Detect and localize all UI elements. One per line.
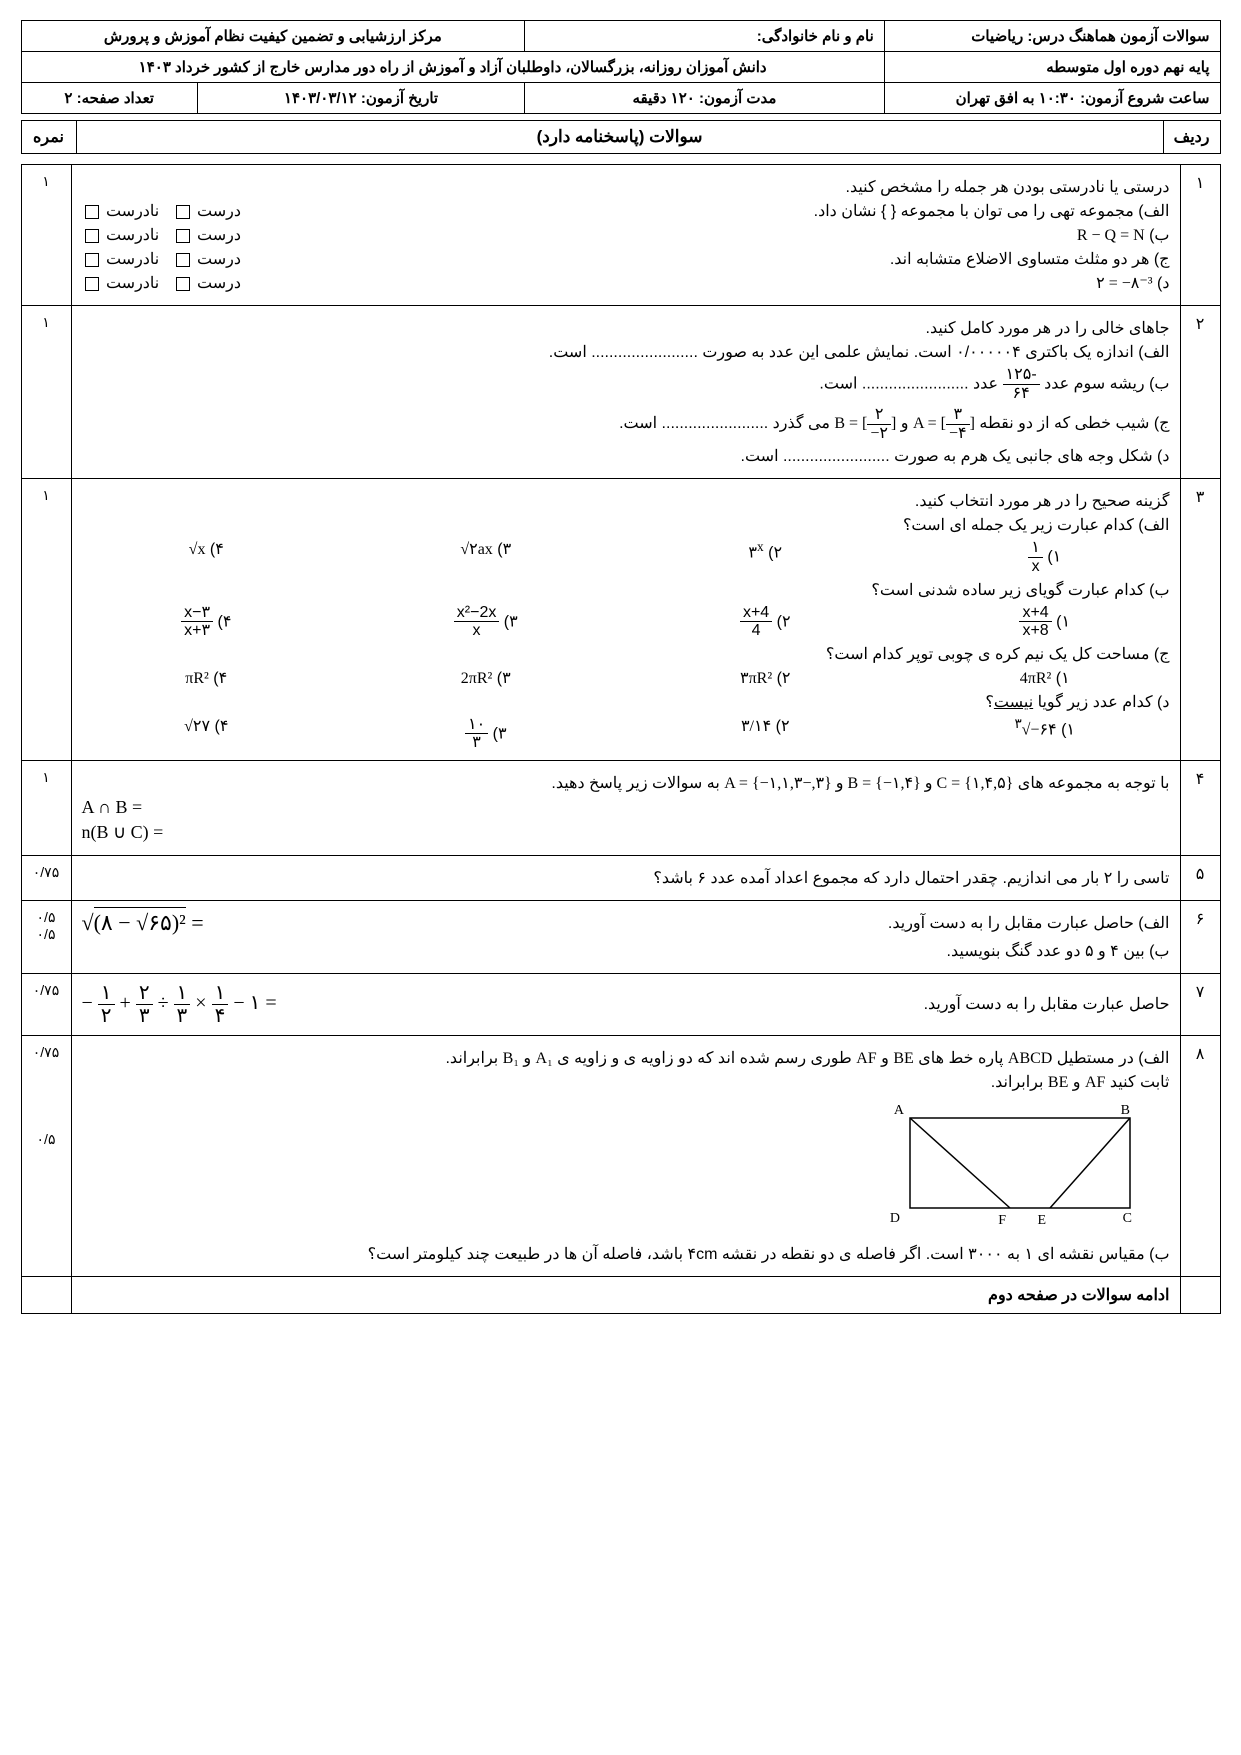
q8-b: ب) مقیاس نقشه ای ۱ به ۳۰۰۰ است. اگر فاصل… <box>82 1244 1170 1264</box>
q1-d: د) ٨− = ٢⁻³ <box>1096 273 1169 293</box>
q5-number: ۵ <box>1180 855 1220 900</box>
questions-table: ۱ درستی یا نادرستی بودن هر جمله را مشخص … <box>21 164 1221 1314</box>
svg-text:D: D <box>890 1211 900 1226</box>
hdr-center: مرکز ارزشیابی و تضمین کیفیت نظام آموزش و… <box>21 21 525 52</box>
col-row-label: ردیف <box>1163 121 1220 154</box>
q5-text: تاسی را ۲ بار می اندازیم. چقدر احتمال دا… <box>82 868 1170 888</box>
q7-row: ۷ حاصل عبارت مقابل را به دست آورید. − ١٢… <box>21 973 1220 1035</box>
q3-stem: گزینه صحیح را در هر مورد انتخاب کنید. <box>82 491 1170 511</box>
q4-score: ۱ <box>21 760 71 855</box>
q4-row: ۴ با توجه به مجموعه های A = {−٣,−١,١,٣} … <box>21 760 1220 855</box>
q3-row: ۳ گزینه صحیح را در هر مورد انتخاب کنید. … <box>21 479 1220 761</box>
q8-number: ۸ <box>1180 1035 1220 1276</box>
q5-score: ۰/۷۵ <box>21 855 71 900</box>
q3-score: ۱ <box>21 479 71 761</box>
q2-d: د) شکل وجه های جانبی یک هرم به صورت ....… <box>82 446 1170 466</box>
q2-stem: جاهای خالی را در هر مورد کامل کنید. <box>82 318 1170 338</box>
q2-b: ب) ریشه سوم عدد ۱۲۵-۶۴ عدد .............… <box>82 366 1170 402</box>
q8-a2: ثابت کنید AF و BE برابراند. <box>82 1072 1170 1092</box>
q6-row: ۶ الف) حاصل عبارت مقابل را به دست آورید.… <box>21 900 1220 973</box>
continue-row: ادامه سوالات در صفحه دوم <box>21 1276 1220 1313</box>
q7-expr: − ١٢ + ٢٣ ÷ ١٣ × ١۴ − ١ = <box>82 982 277 1027</box>
continue-text: ادامه سوالات در صفحه دوم <box>71 1276 1180 1313</box>
q1-stem: درستی یا نادرستی بودن هر جمله را مشخص کن… <box>82 177 1170 197</box>
q3-d-options[interactable]: ۱) ٣√−۶۴ ۲) ٣/١۴ ۳) ١٠٣ ۴) √٢٧ <box>82 716 1170 752</box>
q6-number: ۶ <box>1180 900 1220 973</box>
q3-c-options[interactable]: ۱) 4πR² ۲) ٣πR² ۳) 2πR² ۴) πR² <box>82 668 1170 688</box>
q2-row: ۲ جاهای خالی را در هر مورد کامل کنید. ال… <box>21 306 1220 479</box>
q6-score: ۰/۵ ۰/۵ <box>21 900 71 973</box>
q1-number: ۱ <box>1180 165 1220 306</box>
q3-d: د) کدام عدد زیر گویا نیست؟ <box>82 692 1170 712</box>
q3-b-options[interactable]: ۱) x+4x+8 ۲) x+44 ۳) x²−2xx ۴) x−٣x+٣ <box>82 604 1170 640</box>
q6-b: ب) بین ۴ و ۵ دو عدد گنگ بنویسید. <box>82 941 1170 961</box>
q8-row: ۸ الف) در مستطیل ABCD پاره خط های BE و A… <box>21 1035 1220 1276</box>
hdr-start-time: ساعت شروع آزمون: ۱۰:۳۰ به افق تهران <box>884 83 1220 114</box>
q2-number: ۲ <box>1180 306 1220 479</box>
q8-score: ۰/۷۵ ۰/۵ <box>21 1035 71 1276</box>
q5-row: ۵ تاسی را ۲ بار می اندازیم. چقدر احتمال … <box>21 855 1220 900</box>
q1-b-tf[interactable]: درست نادرست <box>82 225 242 245</box>
q2-a: الف) اندازه یک باکتری ۰/۰۰۰۰۰۴ است. نمای… <box>82 342 1170 362</box>
svg-text:A: A <box>893 1103 904 1118</box>
hdr-pagecount: تعداد صفحه: ۲ <box>22 83 198 113</box>
hdr-date: تاریخ آزمون: ۱۴۰۳/۰۳/۱۲ <box>197 83 524 113</box>
q8-a: الف) در مستطیل ABCD پاره خط های BE و AF … <box>82 1048 1170 1068</box>
q4-line1: A ∩ B = <box>82 797 1140 818</box>
q1-b: ب) R − Q = N <box>1077 225 1170 245</box>
exam-header: سوالات آزمون هماهنگ درس: ریاضیات نام و ن… <box>21 20 1221 114</box>
q3-a-options[interactable]: ۱) ١x ۲) ٣x ۳) √٢ax ۴) √x <box>82 539 1170 575</box>
q1-row: ۱ درستی یا نادرستی بودن هر جمله را مشخص … <box>21 165 1220 306</box>
q1-c: ج) هر دو مثلث متساوی الاضلاع متشابه اند. <box>890 249 1170 269</box>
hdr-duration: مدت آزمون: ۱۲۰ دقیقه <box>525 83 885 114</box>
svg-text:B: B <box>1120 1103 1129 1118</box>
q3-a: الف) کدام عبارت زیر یک جمله ای است؟ <box>82 515 1170 535</box>
q7-text: حاصل عبارت مقابل را به دست آورید. <box>924 994 1170 1014</box>
hdr-grade: پایه نهم دوره اول متوسطه <box>884 52 1220 83</box>
q2-c: ج) شیب خطی که از دو نقطه A = [٣−۴] و B =… <box>82 406 1170 442</box>
q7-number: ۷ <box>1180 973 1220 1035</box>
q1-c-tf[interactable]: درست نادرست <box>82 249 242 269</box>
q1-score: ۱ <box>21 165 71 306</box>
hdr-subject: سوالات آزمون هماهنگ درس: ریاضیات <box>884 21 1220 52</box>
col-score-label: نمره <box>21 121 76 154</box>
q3-b: ب) کدام عبارت گویای زیر ساده شدنی است؟ <box>82 580 1170 600</box>
q4-number: ۴ <box>1180 760 1220 855</box>
title-bar: ردیف سوالات (پاسخنامه دارد) نمره <box>21 120 1221 154</box>
q6-a: الف) حاصل عبارت مقابل را به دست آورید. <box>888 913 1170 933</box>
q6-a-expr: √(٨ − √۶۵)² = <box>82 910 204 936</box>
q4-stem: با توجه به مجموعه های A = {−٣,−١,١,٣} و … <box>82 773 1170 793</box>
q1-a: الف) مجموعه تهی را می توان با مجموعه { }… <box>814 201 1170 221</box>
q3-number: ۳ <box>1180 479 1220 761</box>
svg-text:F: F <box>998 1213 1006 1228</box>
q3-c: ج) مساحت کل یک نیم کره ی چوبی توپر کدام … <box>82 644 1170 664</box>
q7-score: ۰/۷۵ <box>21 973 71 1035</box>
svg-text:C: C <box>1122 1211 1131 1226</box>
hdr-students: دانش آموزان روزانه، بزرگسالان، داوطلبان … <box>21 52 884 83</box>
q2-score: ۱ <box>21 306 71 479</box>
q8-diagram: A B C D F E <box>890 1098 1150 1238</box>
q1-d-tf[interactable]: درست نادرست <box>82 273 242 293</box>
svg-text:E: E <box>1037 1213 1046 1228</box>
hdr-name-field: نام و نام خانوادگی: <box>525 21 885 52</box>
q4-line2: n(B ∪ C) = <box>82 822 1140 843</box>
q1-a-tf[interactable]: درست نادرست <box>82 201 242 221</box>
questions-title: سوالات (پاسخنامه دارد) <box>76 121 1163 154</box>
